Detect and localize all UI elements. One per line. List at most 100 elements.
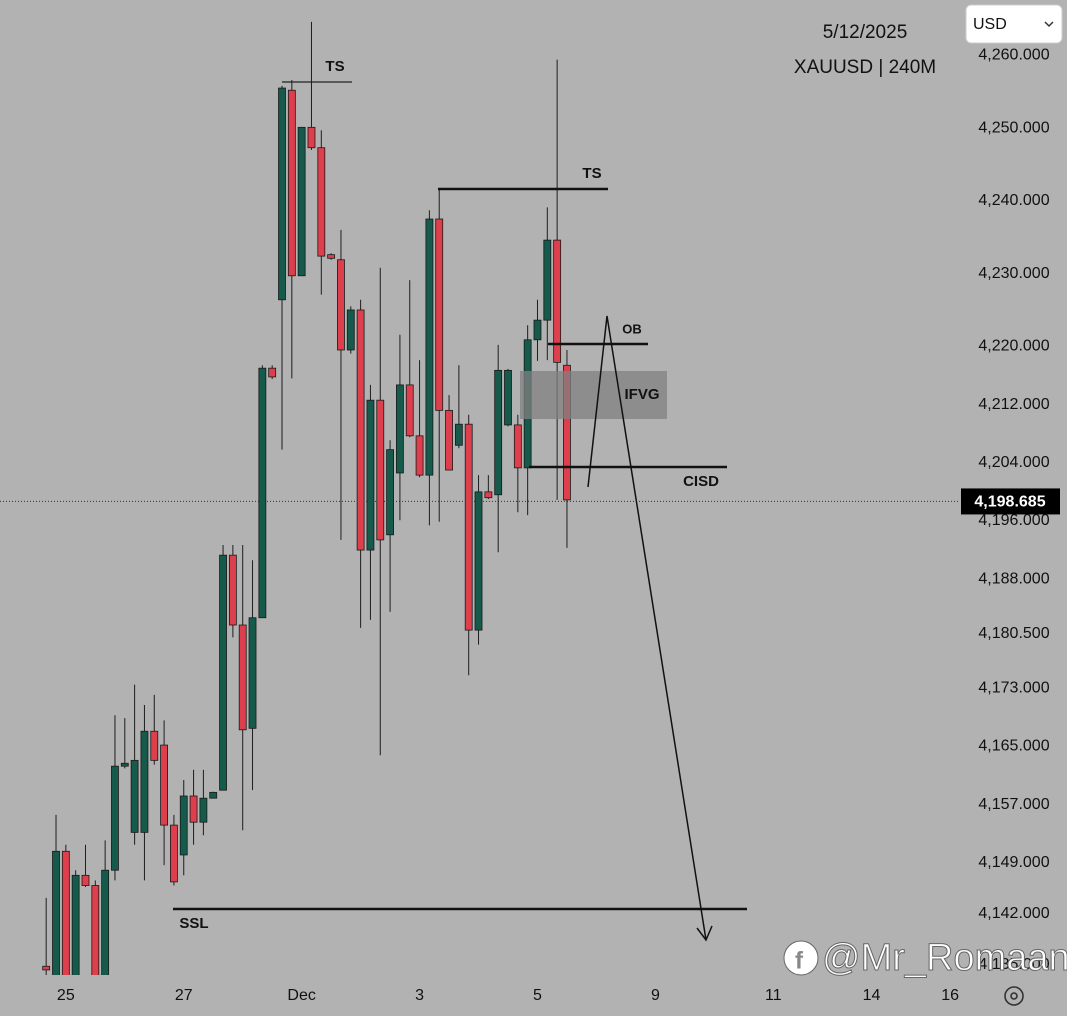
y-tick-label: 4,250.000 [978,119,1049,136]
candle-body [415,435,424,476]
x-tick-label: 16 [941,987,959,1004]
candle-body [396,384,404,474]
y-tick-label: 4,188.000 [978,570,1049,587]
candles [42,21,571,975]
candle-body [219,554,227,791]
candle-body [445,409,453,471]
candle-body [533,319,542,341]
candle-body [346,309,355,351]
currency-label[interactable]: USD [973,16,1007,33]
candle-body [425,218,434,476]
candle-body [474,491,483,631]
candle-body [464,423,473,631]
candle-body [170,824,178,883]
candle-body [91,885,100,975]
currency-box[interactable] [965,4,1063,44]
chevron[interactable] [1044,21,1054,28]
candle-body [228,554,237,626]
currency-select[interactable]: USD [965,4,1063,44]
y-tick-label: 4,165.000 [978,738,1049,755]
candle-body [101,869,110,975]
candle-body [504,369,512,426]
candle-body [52,850,60,975]
x-tick-label: Dec [287,987,315,1004]
candle-body [81,874,90,886]
y-tick-label: 4,142.000 [978,905,1049,922]
candle-body [189,795,198,823]
candle-body [140,730,149,833]
candle-body [130,759,139,833]
annotation: CISD [683,473,719,490]
projection-arrow [587,315,707,941]
candle-body [258,367,267,619]
candle-body [494,369,503,496]
candle-body [376,399,385,541]
candle-body [199,797,208,823]
candle-body [287,89,296,277]
candle-body [405,384,414,437]
y-axis: 4,260.000 4,250.000 4,240.000 4,230.000 4,22… [978,47,1049,974]
chart-title: 5/12/2025 [823,22,908,43]
candle-body [179,795,188,856]
facebook-icon [783,940,819,976]
y-tick-label: 4,240.000 [978,192,1049,209]
x-tick-label: 9 [651,987,660,1004]
annotation: TS [582,165,601,182]
ifvg-zone [520,371,667,419]
gear-center[interactable] [1010,992,1018,1000]
candle-body [337,259,345,351]
candle-body [543,239,552,321]
y-tick-label: 4,180.500 [978,625,1049,642]
watermark-text: @Mr_Romaan [822,937,1067,979]
arrow-head [696,925,713,942]
candle-body [238,624,247,731]
drawings: TS TS OB IFVG CISD SSL [173,58,747,942]
candle-body [42,965,51,971]
candle-body [435,218,444,411]
y-tick-label: 4,135.000 [978,956,1049,973]
annotation: OB [622,321,642,336]
x-tick-label: 14 [863,987,881,1004]
current-price: 4,198.685 [0,488,1060,515]
candle-body [327,254,336,259]
price-box [961,488,1060,515]
annotation: IFVG [624,386,659,403]
candle-body [317,147,326,257]
x-tick-label: 25 [57,987,75,1004]
watermark: f @Mr_Romaan [783,937,1067,980]
candle-body [111,765,119,871]
y-tick-label: 4,173.000 [978,680,1049,697]
facebook-f: f [795,947,804,974]
y-tick-label: 4,220.000 [978,338,1049,355]
candle-body [366,399,375,551]
settings[interactable] [1004,986,1024,1006]
candle-body [120,762,129,767]
candle-body [563,364,571,501]
gear-icon[interactable] [1004,986,1024,1006]
y-tick-label: 4,157.000 [978,796,1049,813]
candle-body [386,449,394,536]
annotation: SSL [179,915,208,932]
chart-subtitle: XAUUSD | 240M [794,57,936,78]
x-tick-label: 5 [533,987,542,1004]
candle-body [513,424,522,469]
y-tick-label: 4,212.000 [978,396,1049,413]
candle-body [307,126,316,149]
x-tick-label: 3 [415,987,424,1004]
candle-body [268,367,277,378]
y-tick-label: 4,230.000 [978,265,1049,282]
price-label: 4,198.685 [974,494,1045,511]
candle-body [248,617,257,729]
x-axis: 25 27 Dec 3 5 9 11 14 16 [57,987,959,1004]
candle-body [150,730,159,761]
x-tick-label: 27 [175,987,193,1004]
y-tick-label: 4,149.000 [978,854,1049,871]
candle-body [61,850,70,975]
candle-body [160,744,168,826]
candle-body [278,87,286,301]
annotation: TS [325,58,344,75]
candle-body [356,309,365,551]
candle-body [297,126,306,277]
candle-body [209,791,218,799]
x-tick-label: 11 [765,987,782,1004]
